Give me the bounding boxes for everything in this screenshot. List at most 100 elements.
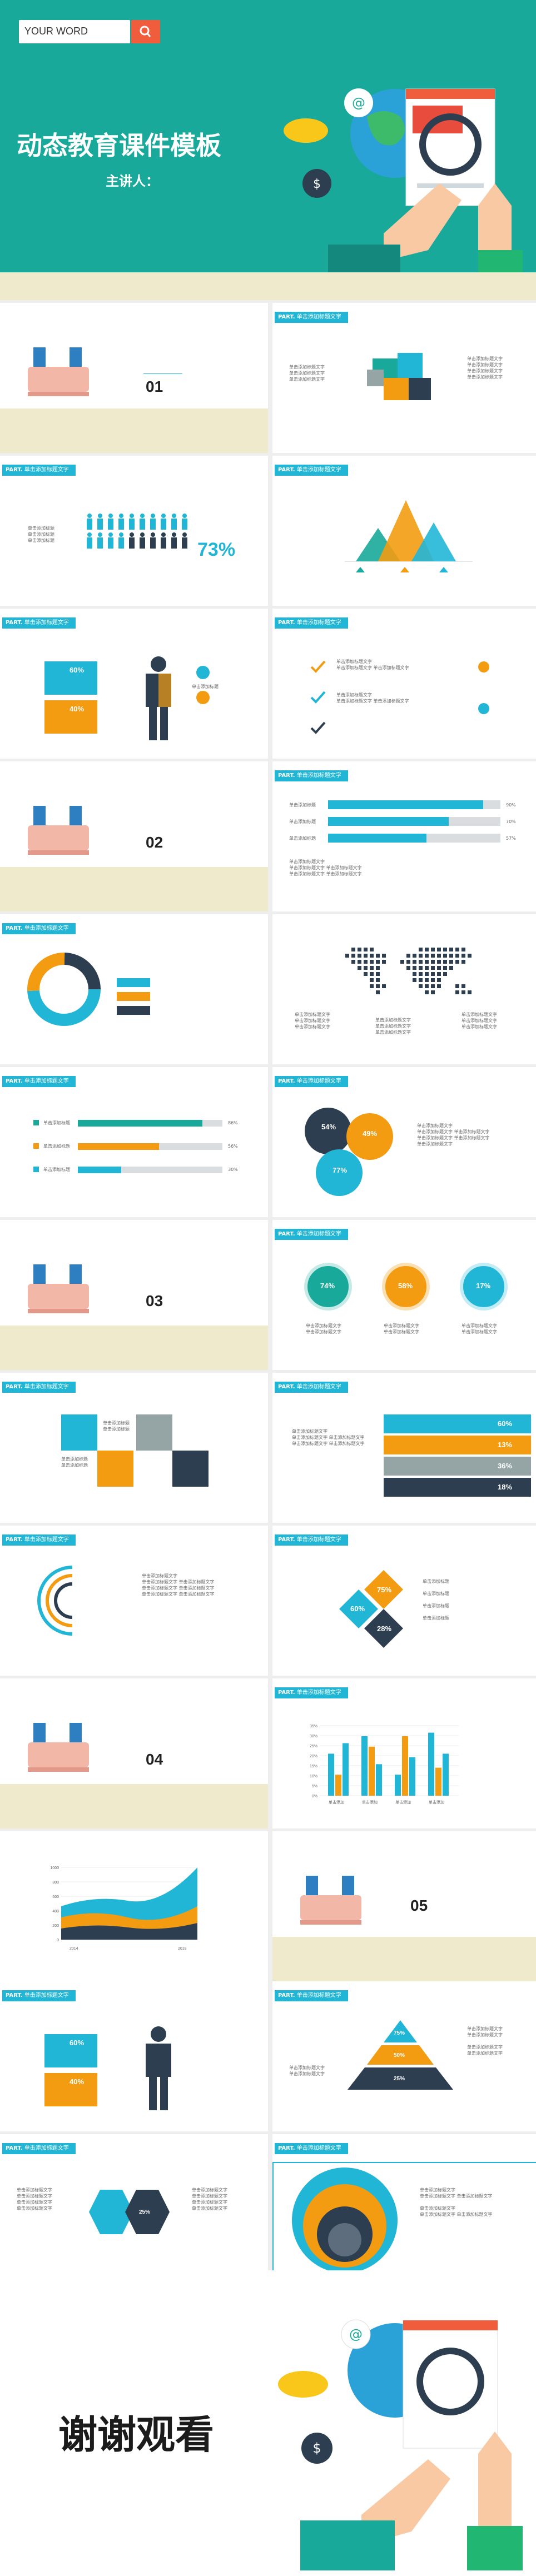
map-dot <box>431 978 435 982</box>
text-block: 单击添加标题文字 单击添加标题文字 单击添加标题文字 单击添加标题文字 单击添加标题… <box>292 1429 365 1446</box>
map-dot <box>431 984 435 988</box>
paperclip-icon <box>136 1414 172 1451</box>
map-dot <box>449 966 453 970</box>
column-bar <box>409 1757 415 1796</box>
person-mark <box>171 532 177 549</box>
mini-bar-value: 86% <box>228 1120 238 1125</box>
map-dot <box>425 972 429 976</box>
mini-bar-fill <box>78 1120 202 1127</box>
slide-tag: PART. 单击添加标题文字 <box>2 1076 76 1087</box>
slide-tag: PART. 单击添加标题文字 <box>2 923 76 934</box>
pyramid-chart <box>348 2020 453 2090</box>
y-tick: 400 <box>52 1910 59 1914</box>
concentric-circles <box>292 2168 398 2273</box>
person-mark <box>129 514 135 530</box>
slide-tag: PART. 单击添加标题文字 <box>275 312 348 323</box>
pyramid-slide: PART. 单击添加标题文字 75% 50% 25% 单击添加标题文字 单击添加标… <box>272 1981 536 2131</box>
text-block: 单击添加标题 单击添加标题 单击添加标题 <box>28 526 54 543</box>
map-dot <box>376 978 380 982</box>
column-bar <box>435 1767 441 1796</box>
map-dot <box>437 948 441 951</box>
hands-icon <box>28 1723 89 1772</box>
map-dot <box>419 972 423 976</box>
column-bar <box>335 1775 341 1796</box>
map-dot <box>370 948 374 951</box>
map-dot <box>455 960 459 964</box>
wave-band <box>384 1414 531 1433</box>
map-dot <box>406 954 410 958</box>
hbar-value: 57% <box>506 836 516 841</box>
slide-tag: PART. 单击添加标题文字 <box>275 770 348 781</box>
y-tick: 10% <box>310 1775 317 1778</box>
column-bar <box>343 1743 349 1796</box>
y-tick: 35% <box>310 1725 317 1728</box>
y-tick: 20% <box>310 1755 317 1758</box>
map-dot <box>461 984 465 988</box>
text-block: 单击添加标题文字 单击添加标题文字 单击添加标题文字 <box>295 1012 330 1029</box>
map-dot <box>431 960 435 964</box>
map-dot <box>461 948 465 951</box>
section-number: 05 <box>410 1897 428 1914</box>
hbar-fill <box>328 800 483 809</box>
search-button[interactable] <box>131 20 160 43</box>
map-dot <box>345 954 349 958</box>
person-mark <box>161 532 166 549</box>
column-bar <box>428 1732 434 1796</box>
y-tick: 25% <box>310 1745 317 1748</box>
map-dot <box>431 972 435 976</box>
check-icons <box>310 660 326 734</box>
world-map-slide: 单击添加标题文字 单击添加标题文字 单击添加标题文字 单击添加标题文字 单击添加标题文… <box>272 914 536 1064</box>
text-block: 单击添加标题文字 单击添加标题文字 单击添加标题文字 单击添加标题文字 单击添加标题… <box>289 859 362 876</box>
hbar-fill <box>328 834 426 843</box>
section-slide-05: 05 <box>272 1831 536 1981</box>
person-mark <box>87 514 92 530</box>
y-tick: 0% <box>312 1795 317 1798</box>
hands-icon <box>28 347 89 396</box>
slide-tag: PART. 单击添加标题文字 <box>275 1687 348 1698</box>
map-dot <box>382 960 386 964</box>
map-dot <box>370 954 374 958</box>
cover-illustration: @ $ <box>284 88 523 272</box>
hbar-label: 单击添加标题 <box>289 836 316 841</box>
slide-tag: PART. 单击添加标题文字 <box>275 1534 348 1546</box>
donut-chart <box>27 953 101 1026</box>
y-tick: 1000 <box>50 1866 59 1870</box>
map-dot <box>376 972 380 976</box>
search-icon <box>140 26 151 37</box>
arc-slide: PART. 单击添加标题文字 单击添加标题文字 单击添加标题文字 单击添加标题文字… <box>0 1526 268 1676</box>
search-text: YOUR WORD <box>24 26 88 37</box>
map-dot <box>413 972 416 976</box>
person-mark <box>118 514 124 530</box>
map-dot <box>461 990 465 994</box>
map-dot <box>376 960 380 964</box>
rings-slide: PART. 单击添加标题文字 74% 58% 17% 单击添加标题文字 单击添加标… <box>272 1220 536 1370</box>
x-tick: 单击添加 <box>395 1800 411 1805</box>
map-dot <box>358 960 361 964</box>
section-slide-01: 01 <box>0 303 268 453</box>
map-dot <box>468 990 472 994</box>
slide-tag: PART. 单击添加标题文字 <box>275 617 348 629</box>
x-tick: 2014 <box>70 1947 78 1951</box>
hbar-label: 单击添加标题 <box>289 803 316 808</box>
pin-icons <box>478 661 489 714</box>
person-mark <box>140 532 145 549</box>
slide-tag: PART. 单击添加标题文字 <box>275 1229 348 1240</box>
map-dot <box>431 954 435 958</box>
hexagon-pair <box>89 2190 170 2234</box>
y-tick: 0 <box>57 1939 59 1942</box>
gear-icon <box>97 1451 133 1487</box>
map-dot <box>370 966 374 970</box>
map-dot <box>461 954 465 958</box>
text-block: 单击添加标题文字 单击添加标题文字 单击添加标题文字 <box>375 1018 411 1035</box>
slide-tag: PART. 单击添加标题文字 <box>275 1990 348 2001</box>
concentric-slide: PART. 单击添加标题文字 单击添加标题文字 单击添加标题文字 单击添加标题文字… <box>272 2134 536 2284</box>
map-dot <box>443 966 447 970</box>
thanks-title: 谢谢观看 <box>58 2412 214 2458</box>
map-dot <box>437 972 441 976</box>
search-input[interactable] <box>19 20 130 43</box>
puzzle-slide: PART. 单击添加标题文字 单击添加标题文字 单击添加标题文字 单击添加标题文字 … <box>272 303 536 453</box>
circles-slide: PART. 单击添加标题文字 54% 49% 77% 单击添加标题文字 单击添加标… <box>272 1067 536 1217</box>
half-stat-slide-2: PART. 单击添加标题文字 60% 40% <box>0 1981 268 2131</box>
wave-value: 36% <box>498 1462 513 1470</box>
hands-icon <box>300 1876 361 1925</box>
